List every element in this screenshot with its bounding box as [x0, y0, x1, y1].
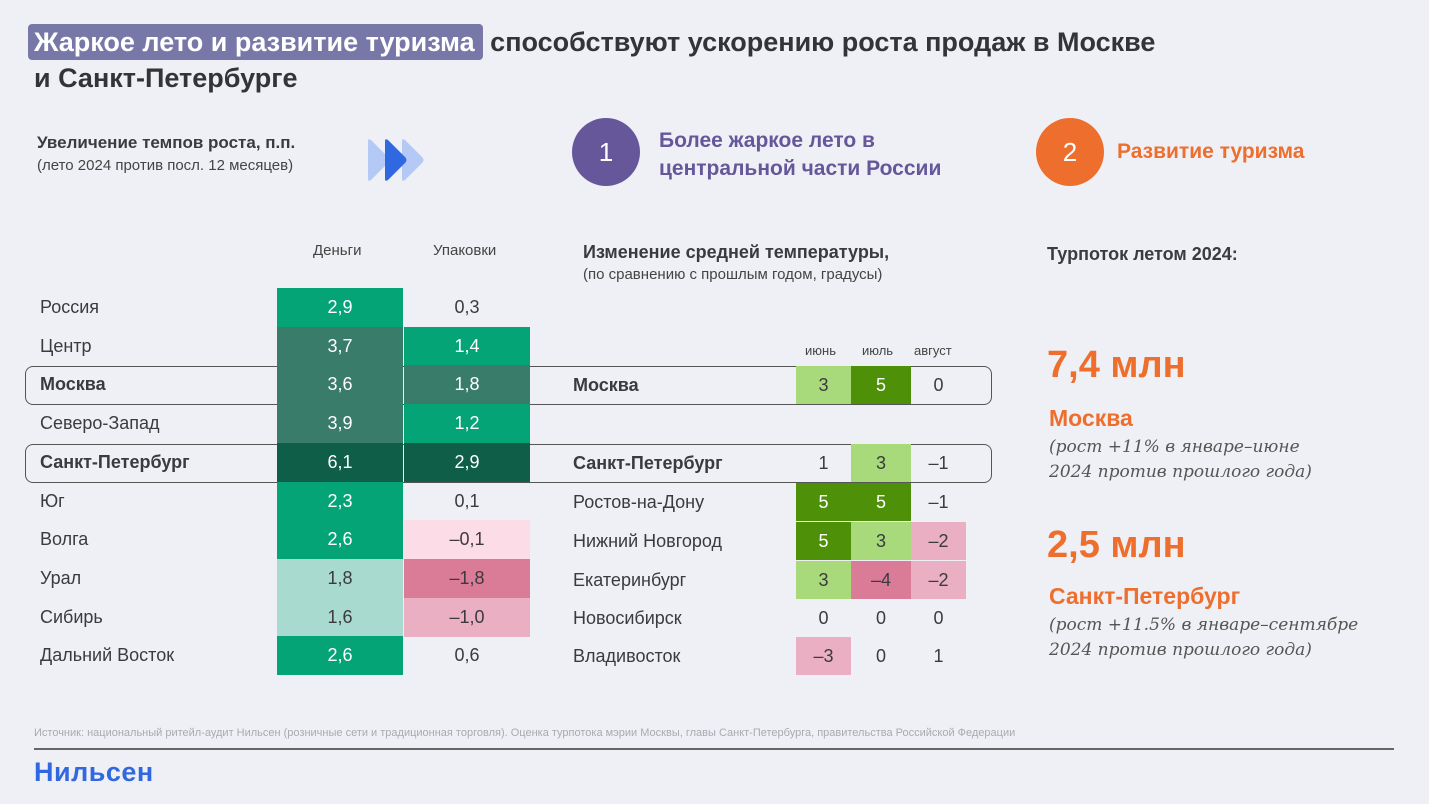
- col-header-packs: Упаковки: [433, 242, 497, 259]
- temperature-subtitle: (по сравнению с прошлым годом, градусы): [583, 266, 883, 283]
- temp-cell-июль: 0: [875, 607, 886, 628]
- spb-tourists-city: Санкт-Петербург: [1049, 583, 1241, 609]
- factor-1-number: 1: [598, 136, 614, 167]
- moscow-tourists-value: 7,4 млн: [1047, 344, 1186, 386]
- temp-cell-июнь: 5: [796, 483, 851, 521]
- growth-cell-packs: –1,0: [404, 597, 530, 637]
- growth-cell-money: 3,6: [277, 365, 403, 405]
- growth-row-label: Санкт-Петербург: [40, 451, 190, 472]
- moscow-note-line1: (рост +11% в январе–июне: [1049, 437, 1300, 457]
- growth-cell-packs: 1,8: [404, 365, 530, 405]
- temp-row-label: Москва: [573, 375, 639, 395]
- moscow-tourists-note: (рост +11% в январе–июне 2024 против про…: [1049, 435, 1312, 485]
- temp-cell-июль: 3: [851, 522, 911, 560]
- factor-1-line2: центральной части России: [659, 157, 942, 180]
- title-rest: способствуют ускорению роста продаж в Мо…: [490, 27, 1156, 57]
- growth-row-label: Россия: [40, 297, 100, 317]
- title-line2: и Санкт-Петербурге: [34, 63, 298, 93]
- growth-title: Увеличение темпов роста, п.п.: [37, 133, 296, 152]
- growth-cell-money: 2,6: [277, 636, 403, 676]
- growth-row-label: Центр: [40, 335, 92, 356]
- factor-1-badge: 1: [572, 118, 640, 186]
- temp-row-label: Новосибирск: [573, 608, 682, 628]
- col-header-money: Деньги: [313, 242, 362, 259]
- growth-cell-money: 1,8: [277, 558, 403, 599]
- growth-row-label: Волга: [40, 529, 89, 550]
- growth-subtitle: (лето 2024 против посл. 12 месяцев): [37, 157, 294, 174]
- factor-1-text: Более жаркое лето в центральной части Ро…: [659, 127, 941, 183]
- moscow-tourists-city: Москва: [1049, 405, 1133, 431]
- temp-cell-июнь: 3: [796, 366, 851, 404]
- growth-row-label: Москва: [40, 374, 106, 395]
- growth-cell-packs: 0,1: [454, 490, 480, 511]
- growth-row-label: Дальний Восток: [40, 645, 175, 666]
- growth-row-label: Сибирь: [40, 606, 103, 627]
- month-july: июль: [862, 343, 894, 358]
- temp-cell-июнь: 3: [796, 561, 851, 599]
- growth-cell-money: 2,3: [277, 481, 403, 521]
- temp-cell-июнь: 5: [796, 522, 851, 560]
- temperature-title: Изменение средней температуры,: [583, 242, 890, 262]
- temp-cell-июль: 5: [851, 483, 911, 521]
- growth-row-label: Урал: [40, 567, 82, 588]
- month-june: июнь: [805, 343, 836, 358]
- growth-cell-money: 3,9: [277, 404, 403, 444]
- growth-section-header: Увеличение темпов роста, п.п. (лето 2024…: [37, 133, 295, 174]
- temp-cell-июнь: 1: [818, 452, 829, 473]
- temp-row-label: Санкт-Петербург: [573, 453, 723, 473]
- growth-cell-packs: 0,6: [454, 645, 480, 666]
- factor-2-text: Развитие туризма: [1117, 140, 1305, 163]
- growth-cell-packs: 1,2: [404, 404, 530, 444]
- month-august: август: [914, 343, 952, 358]
- temp-cell-август: 1: [933, 645, 944, 666]
- spb-note-line1: (рост +11.5% в январе–сентябре: [1049, 615, 1359, 635]
- temp-cell-август: –2: [911, 561, 966, 599]
- factor-2-badge: 2: [1036, 118, 1104, 186]
- growth-cell-money: 1,6: [277, 597, 403, 637]
- temp-cell-июль: 0: [875, 645, 886, 666]
- temp-cell-август: 0: [933, 607, 944, 628]
- temp-cell-август: –2: [911, 522, 966, 560]
- growth-row-label: Северо-Запад: [40, 413, 160, 434]
- temp-cell-август: 0: [933, 374, 944, 395]
- growth-cell-packs: 2,9: [404, 442, 530, 482]
- factor-2-number: 2: [1062, 136, 1078, 167]
- factor-1-line1: Более жаркое лето в: [659, 129, 875, 152]
- spb-tourists-note: (рост +11.5% в январе–сентябре 2024 прот…: [1049, 613, 1358, 663]
- temp-cell-август: –1: [928, 452, 949, 473]
- spb-note-line2: 2024 против прошлого года): [1049, 640, 1312, 660]
- growth-cell-money: 3,7: [277, 326, 403, 366]
- growth-cell-money: 2,9: [277, 288, 403, 328]
- footer-divider: [34, 748, 1394, 750]
- growth-cell-money: 2,6: [277, 520, 403, 560]
- moscow-note-line2: 2024 против прошлого года): [1049, 462, 1312, 482]
- growth-cell-packs: –0,1: [404, 520, 530, 560]
- temp-row-label: Нижний Новгород: [573, 531, 723, 551]
- title-highlight: Жаркое лето и развитие туризма: [28, 24, 483, 60]
- fast-forward-chevrons-icon: [368, 139, 424, 181]
- growth-cell-money: 6,1: [277, 442, 403, 482]
- temp-row-label: Владивосток: [573, 646, 681, 666]
- growth-cell-packs: 1,4: [404, 326, 530, 366]
- temp-cell-июнь: –3: [796, 637, 851, 675]
- temp-cell-август: –1: [928, 491, 949, 512]
- tourism-title: Турпоток летом 2024:: [1047, 244, 1238, 264]
- page-title: Жаркое лето и развитие туризма способств…: [28, 22, 1156, 98]
- temp-row-label: Екатеринбург: [573, 570, 687, 590]
- spb-tourists-value: 2,5 млн: [1047, 524, 1186, 566]
- growth-row-label: Юг: [40, 490, 65, 511]
- temp-cell-июнь: 0: [818, 607, 829, 628]
- temp-row-label: Ростов-на-Дону: [573, 492, 705, 512]
- nielsen-logo: Нильсен: [34, 757, 154, 787]
- temperature-header: Изменение средней температуры, (по сравн…: [583, 242, 889, 283]
- temp-cell-июль: 5: [851, 366, 911, 404]
- growth-cell-packs: 0,3: [454, 297, 480, 318]
- source-note: Источник: национальный ритейл-аудит Ниль…: [34, 727, 1016, 739]
- temp-cell-июль: 3: [851, 444, 911, 482]
- growth-cell-packs: –1,8: [404, 558, 530, 599]
- temp-cell-июль: –4: [851, 561, 911, 599]
